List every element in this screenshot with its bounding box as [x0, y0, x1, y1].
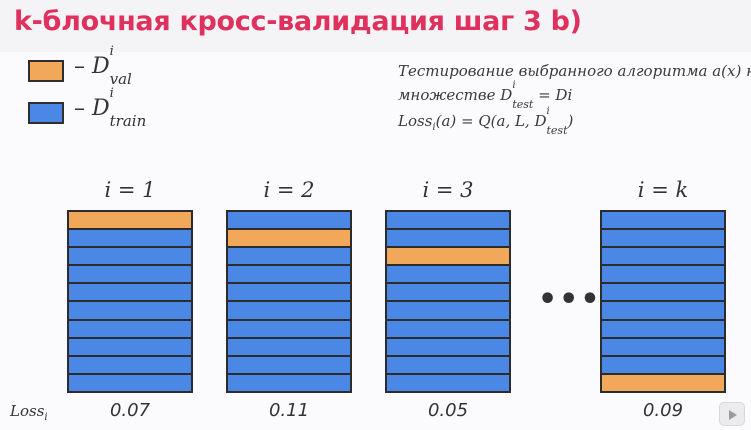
train-block: [69, 266, 191, 283]
val-block: [602, 374, 724, 391]
train-block: [228, 212, 350, 229]
train-block: [387, 356, 509, 373]
train-block: [602, 338, 724, 355]
note-line-1: Тестирование выбранного алгоритма a(x) н…: [398, 62, 751, 80]
train-block: [228, 302, 350, 319]
train-block: [602, 320, 724, 337]
train-block: [387, 338, 509, 355]
fold-label-k: i = k: [637, 178, 689, 202]
fold-stack-3: [385, 210, 511, 393]
train-block: [602, 284, 724, 301]
train-block: [387, 374, 509, 391]
train-block: [228, 284, 350, 301]
legend-swatch-val: [28, 60, 64, 82]
train-block: [69, 374, 191, 391]
train-block: [228, 356, 350, 373]
train-block: [387, 230, 509, 247]
train-block: [387, 320, 509, 337]
loss-value-2: 0.11: [268, 400, 310, 421]
fold-label-2: i = 2: [263, 178, 315, 202]
fold-stack-2: [226, 210, 352, 393]
train-block: [69, 320, 191, 337]
train-block: [602, 212, 724, 229]
train-block: [602, 302, 724, 319]
slide-title: k-блочная кросс-валидация шаг 3 b): [14, 6, 582, 37]
train-block: [387, 212, 509, 229]
fold-label-1: i = 1: [104, 178, 156, 202]
train-block: [228, 374, 350, 391]
fold-label-3: i = 3: [422, 178, 474, 202]
loss-value-3: 0.05: [427, 400, 469, 421]
fold-stack-k: [600, 210, 726, 393]
train-block: [387, 266, 509, 283]
play-button[interactable]: [719, 402, 745, 426]
loss-row-label: Lossi: [10, 402, 48, 423]
title-bar: k-блочная кросс-валидация шаг 3 b): [0, 0, 751, 52]
val-block: [69, 212, 191, 229]
train-block: [69, 284, 191, 301]
train-block: [602, 266, 724, 283]
train-block: [602, 356, 724, 373]
train-block: [69, 356, 191, 373]
train-block: [228, 266, 350, 283]
train-block: [228, 320, 350, 337]
loss-value-1: 0.07: [109, 400, 151, 421]
train-block: [69, 230, 191, 247]
loss-value-k: 0.09: [642, 400, 684, 421]
train-block: [602, 248, 724, 265]
val-block: [228, 230, 350, 247]
val-block: [387, 248, 509, 265]
train-block: [387, 302, 509, 319]
train-block: [69, 338, 191, 355]
train-block: [228, 338, 350, 355]
fold-stack-1: [67, 210, 193, 393]
train-block: [69, 302, 191, 319]
play-icon: [729, 410, 737, 420]
train-block: [387, 284, 509, 301]
train-block: [228, 248, 350, 265]
legend-swatch-train: [28, 102, 64, 124]
ellipsis-dots: •••: [538, 282, 602, 317]
train-block: [69, 248, 191, 265]
train-block: [602, 230, 724, 247]
